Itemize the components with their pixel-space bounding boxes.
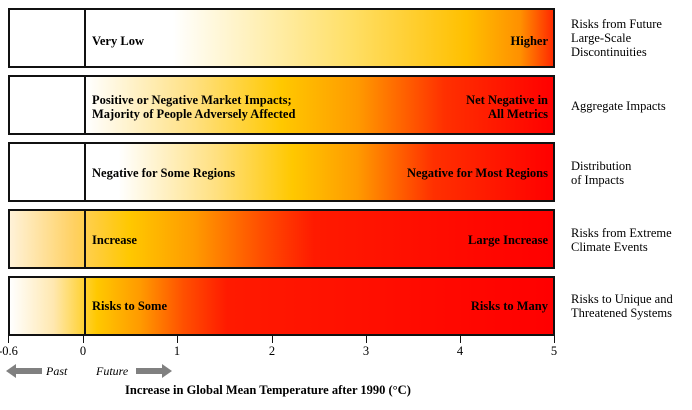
bar-left-text: Positive or Negative Market Impacts; Maj… <box>92 93 296 121</box>
risk-bar-aggregate: Positive or Negative Market Impacts; Maj… <box>8 75 555 135</box>
present-divider <box>84 211 86 267</box>
tick-label: 1 <box>173 344 181 358</box>
tick-label: 4 <box>456 344 464 358</box>
present-divider <box>84 10 86 66</box>
tick-label: 0 <box>79 344 87 358</box>
side-label-aggregate: Aggregate Impacts <box>571 99 666 113</box>
tick-mark <box>177 336 178 343</box>
present-divider <box>84 77 86 133</box>
past-label: Past <box>46 364 68 378</box>
risk-bar-distribution: Negative for Some Regions Negative for M… <box>8 142 555 202</box>
risk-bar-discontinuities: Very Low Higher <box>8 8 555 68</box>
side-label-unique-systems: Risks to Unique and Threatened Systems <box>571 292 673 320</box>
left-arrow-icon <box>6 364 42 378</box>
axis-title: Increase in Global Mean Temperature afte… <box>125 383 411 397</box>
tick-mark <box>554 336 555 343</box>
present-divider <box>84 278 86 334</box>
risk-bar-unique-systems: Risks to Some Risks to Many <box>8 276 555 336</box>
side-label-distribution: Distribution of Impacts <box>571 159 632 187</box>
bar-right-text: Large Increase <box>468 233 548 247</box>
bar-right-text: Risks to Many <box>470 299 548 313</box>
bar-right-text: Higher <box>510 34 549 48</box>
tick-mark <box>8 336 9 343</box>
side-label-extreme-events: Risks from Extreme Climate Events <box>571 226 672 254</box>
right-arrow-icon <box>136 364 172 378</box>
tick-mark <box>460 336 461 343</box>
bar-left-text: Negative for Some Regions <box>92 166 236 180</box>
bar-left-text: Very Low <box>92 34 144 48</box>
side-label-discontinuities: Risks from Future Large-Scale Discontinu… <box>571 17 662 59</box>
tick-label: 2 <box>268 344 276 358</box>
bar-left-text: Risks to Some <box>92 299 168 313</box>
tick-mark <box>83 336 84 343</box>
tick-mark <box>272 336 273 343</box>
future-label: Future <box>96 364 129 378</box>
tick-label: 5 <box>550 344 558 358</box>
tick-label: 3 <box>362 344 370 358</box>
tick-label: -0.6 <box>0 344 18 358</box>
bar-left-text: Increase <box>92 233 137 247</box>
tick-mark <box>366 336 367 343</box>
present-divider <box>84 144 86 200</box>
bar-right-text: Net Negative in All Metrics <box>466 93 548 121</box>
risk-bar-extreme-events: Increase Large Increase <box>8 209 555 269</box>
bar-right-text: Negative for Most Regions <box>406 166 548 180</box>
